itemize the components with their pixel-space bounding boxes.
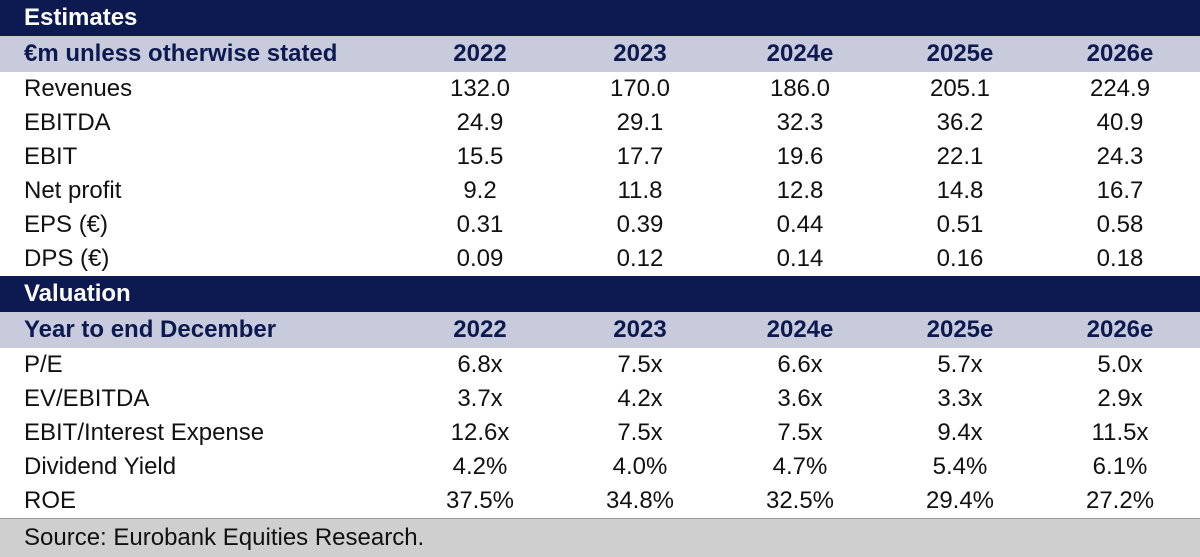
header-year: 2024e <box>720 312 880 348</box>
header-year: 2024e <box>720 36 880 72</box>
source-note: Source: Eurobank Equities Research. <box>0 519 1200 557</box>
row-value: 9.4x <box>880 416 1040 450</box>
row-value: 3.3x <box>880 382 1040 416</box>
header-year: 2025e <box>880 312 1040 348</box>
row-value: 9.2 <box>400 174 560 208</box>
row-value: 0.51 <box>880 208 1040 242</box>
row-value: 15.5 <box>400 140 560 174</box>
row-value: 22.1 <box>880 140 1040 174</box>
row-value: 0.16 <box>880 242 1040 276</box>
row-value: 4.0% <box>560 450 720 484</box>
row-value: 24.3 <box>1040 140 1200 174</box>
row-value: 0.44 <box>720 208 880 242</box>
row-value: 3.7x <box>400 382 560 416</box>
row-value: 5.7x <box>880 348 1040 382</box>
row-value: 6.8x <box>400 348 560 382</box>
row-value: 14.8 <box>880 174 1040 208</box>
row-label: EV/EBITDA <box>0 382 400 416</box>
row-value: 7.5x <box>720 416 880 450</box>
section-title: Valuation <box>0 276 1200 312</box>
row-value: 12.8 <box>720 174 880 208</box>
row-value: 2.9x <box>1040 382 1200 416</box>
row-value: 29.4% <box>880 484 1040 519</box>
header-year: 2022 <box>400 312 560 348</box>
row-value: 12.6x <box>400 416 560 450</box>
row-value: 7.5x <box>560 348 720 382</box>
row-value: 4.7% <box>720 450 880 484</box>
header-year: 2026e <box>1040 312 1200 348</box>
row-label: ROE <box>0 484 400 519</box>
row-value: 0.18 <box>1040 242 1200 276</box>
row-value: 34.8% <box>560 484 720 519</box>
row-label: EBIT <box>0 140 400 174</box>
row-value: 36.2 <box>880 106 1040 140</box>
header-year: 2026e <box>1040 36 1200 72</box>
header-year: 2023 <box>560 36 720 72</box>
row-value: 19.6 <box>720 140 880 174</box>
row-value: 37.5% <box>400 484 560 519</box>
row-value: 224.9 <box>1040 72 1200 106</box>
row-value: 186.0 <box>720 72 880 106</box>
header-year: 2022 <box>400 36 560 72</box>
row-value: 6.1% <box>1040 450 1200 484</box>
row-value: 0.58 <box>1040 208 1200 242</box>
section-title: Estimates <box>0 0 1200 36</box>
header-label: Year to end December <box>0 312 400 348</box>
row-value: 5.4% <box>880 450 1040 484</box>
row-value: 29.1 <box>560 106 720 140</box>
row-value: 0.31 <box>400 208 560 242</box>
row-label: DPS (€) <box>0 242 400 276</box>
row-label: EBITDA <box>0 106 400 140</box>
row-value: 7.5x <box>560 416 720 450</box>
row-value: 205.1 <box>880 72 1040 106</box>
section-title-row: Valuation <box>0 276 1200 312</box>
row-value: 4.2% <box>400 450 560 484</box>
row-value: 11.5x <box>1040 416 1200 450</box>
row-value: 11.8 <box>560 174 720 208</box>
header-year: 2025e <box>880 36 1040 72</box>
row-value: 0.09 <box>400 242 560 276</box>
row-value: 24.9 <box>400 106 560 140</box>
row-value: 4.2x <box>560 382 720 416</box>
source-row: Source: Eurobank Equities Research. <box>0 519 1200 557</box>
row-label: Dividend Yield <box>0 450 400 484</box>
row-value: 17.7 <box>560 140 720 174</box>
row-value: 0.39 <box>560 208 720 242</box>
row-value: 0.12 <box>560 242 720 276</box>
row-value: 170.0 <box>560 72 720 106</box>
row-value: 27.2% <box>1040 484 1200 519</box>
row-value: 32.5% <box>720 484 880 519</box>
row-value: 32.3 <box>720 106 880 140</box>
row-value: 5.0x <box>1040 348 1200 382</box>
row-label: P/E <box>0 348 400 382</box>
header-year: 2023 <box>560 312 720 348</box>
row-label: EBIT/Interest Expense <box>0 416 400 450</box>
row-value: 16.7 <box>1040 174 1200 208</box>
row-value: 40.9 <box>1040 106 1200 140</box>
header-label: €m unless otherwise stated <box>0 36 400 72</box>
row-value: 3.6x <box>720 382 880 416</box>
section-title-row: Estimates <box>0 0 1200 36</box>
row-label: EPS (€) <box>0 208 400 242</box>
row-value: 6.6x <box>720 348 880 382</box>
row-label: Net profit <box>0 174 400 208</box>
row-value: 132.0 <box>400 72 560 106</box>
row-value: 0.14 <box>720 242 880 276</box>
row-label: Revenues <box>0 72 400 106</box>
